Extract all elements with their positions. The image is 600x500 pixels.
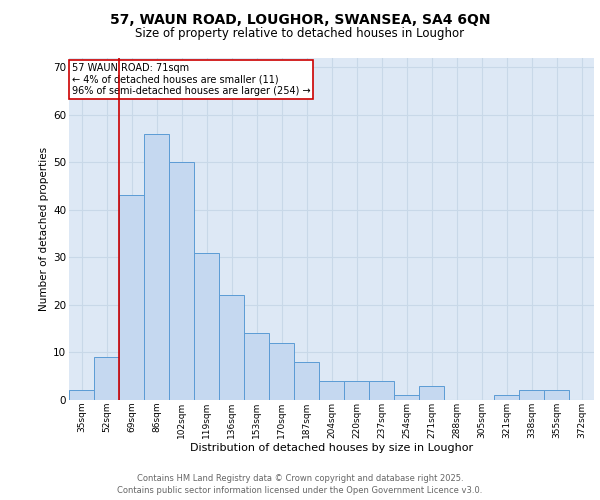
- Bar: [344, 381, 369, 400]
- Bar: [219, 296, 244, 400]
- X-axis label: Distribution of detached houses by size in Loughor: Distribution of detached houses by size …: [190, 444, 473, 454]
- Bar: [544, 390, 569, 400]
- Bar: [244, 334, 269, 400]
- Bar: [119, 196, 144, 400]
- Bar: [319, 381, 344, 400]
- Bar: [494, 395, 519, 400]
- Bar: [294, 362, 319, 400]
- Bar: [144, 134, 169, 400]
- Text: Size of property relative to detached houses in Loughor: Size of property relative to detached ho…: [136, 28, 464, 40]
- Text: Contains HM Land Registry data © Crown copyright and database right 2025.
Contai: Contains HM Land Registry data © Crown c…: [118, 474, 482, 495]
- Bar: [419, 386, 444, 400]
- Bar: [369, 381, 394, 400]
- Bar: [269, 343, 294, 400]
- Bar: [394, 395, 419, 400]
- Bar: [519, 390, 544, 400]
- Text: 57, WAUN ROAD, LOUGHOR, SWANSEA, SA4 6QN: 57, WAUN ROAD, LOUGHOR, SWANSEA, SA4 6QN: [110, 12, 490, 26]
- Text: 57 WAUN ROAD: 71sqm
← 4% of detached houses are smaller (11)
96% of semi-detache: 57 WAUN ROAD: 71sqm ← 4% of detached hou…: [71, 62, 310, 96]
- Bar: [94, 357, 119, 400]
- Y-axis label: Number of detached properties: Number of detached properties: [39, 146, 49, 311]
- Bar: [169, 162, 194, 400]
- Bar: [194, 252, 219, 400]
- Bar: [69, 390, 94, 400]
